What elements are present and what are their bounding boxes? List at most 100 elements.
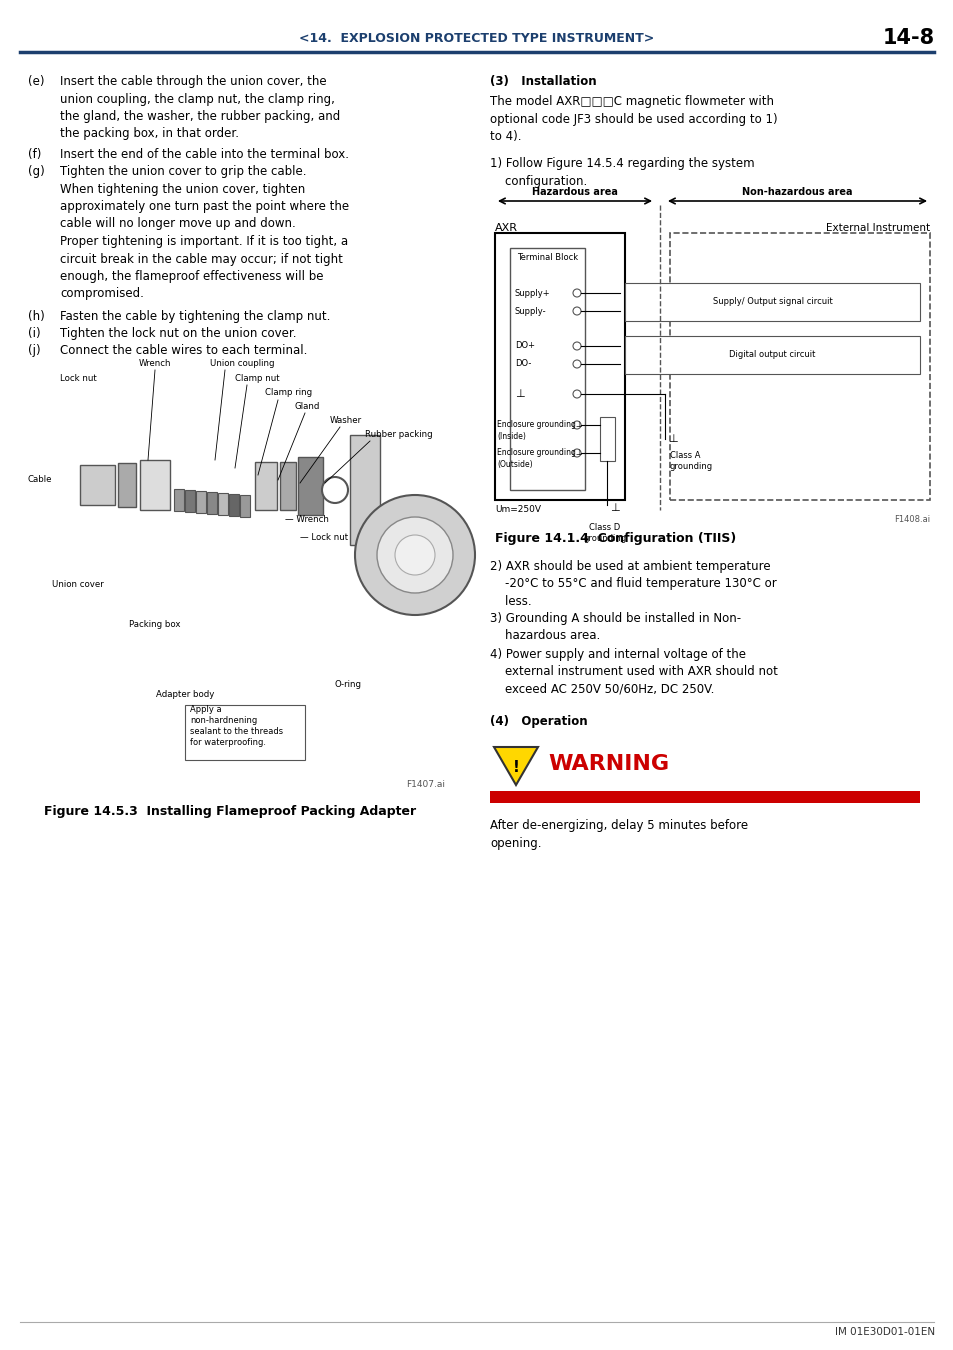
Bar bbox=[118, 463, 136, 508]
Bar bbox=[495, 234, 624, 500]
Text: Washer: Washer bbox=[330, 416, 362, 425]
Text: Packing box: Packing box bbox=[129, 621, 180, 629]
Text: External Instrument: External Instrument bbox=[825, 223, 929, 234]
Text: Gland: Gland bbox=[294, 402, 320, 410]
Text: WARNING: WARNING bbox=[547, 755, 668, 774]
Text: Non-hazardous area: Non-hazardous area bbox=[741, 188, 852, 197]
Text: Supply/ Output signal circuit: Supply/ Output signal circuit bbox=[712, 297, 832, 306]
Text: Lock nut: Lock nut bbox=[60, 374, 96, 383]
Bar bbox=[350, 435, 379, 545]
Text: (e): (e) bbox=[28, 76, 45, 88]
Bar bbox=[624, 284, 919, 321]
Text: 1) Follow Figure 14.5.4 regarding the system
    configuration.: 1) Follow Figure 14.5.4 regarding the sy… bbox=[490, 157, 754, 188]
Text: DO-: DO- bbox=[515, 359, 531, 369]
Text: Digital output circuit: Digital output circuit bbox=[728, 351, 815, 359]
Text: — Wrench: — Wrench bbox=[285, 516, 329, 525]
Text: Class D
grounding: Class D grounding bbox=[583, 522, 626, 543]
Text: Cable: Cable bbox=[28, 475, 52, 485]
Text: (i): (i) bbox=[28, 327, 41, 340]
Bar bbox=[195, 491, 206, 513]
Text: Supply-: Supply- bbox=[515, 306, 546, 316]
Text: 4) Power supply and internal voltage of the
    external instrument used with AX: 4) Power supply and internal voltage of … bbox=[490, 648, 777, 697]
Bar bbox=[218, 493, 228, 514]
Text: — Lock nut: — Lock nut bbox=[299, 533, 348, 543]
Text: Hazardous area: Hazardous area bbox=[532, 188, 618, 197]
Text: Apply a
non-hardnening
sealant to the threads
for waterproofing.: Apply a non-hardnening sealant to the th… bbox=[190, 705, 283, 748]
Text: !: ! bbox=[512, 760, 518, 775]
Text: Clamp nut: Clamp nut bbox=[234, 374, 279, 383]
Text: Insert the end of the cable into the terminal box.: Insert the end of the cable into the ter… bbox=[60, 148, 349, 161]
Text: F1407.ai: F1407.ai bbox=[406, 780, 444, 788]
Circle shape bbox=[573, 450, 580, 458]
Circle shape bbox=[395, 535, 435, 575]
Text: 3) Grounding A should be installed in Non-
    hazardous area.: 3) Grounding A should be installed in No… bbox=[490, 612, 740, 643]
Polygon shape bbox=[494, 747, 537, 784]
Circle shape bbox=[573, 306, 580, 315]
Text: Figure 14.5.3  Installing Flameproof Packing Adapter: Figure 14.5.3 Installing Flameproof Pack… bbox=[44, 805, 416, 818]
Text: <14.  EXPLOSION PROTECTED TYPE INSTRUMENT>: <14. EXPLOSION PROTECTED TYPE INSTRUMENT… bbox=[299, 31, 654, 45]
Text: Union cover: Union cover bbox=[52, 580, 104, 590]
Bar bbox=[185, 490, 194, 512]
Circle shape bbox=[573, 360, 580, 369]
Text: Figure 14.1.4  Configuration (TIIS): Figure 14.1.4 Configuration (TIIS) bbox=[495, 532, 736, 545]
Circle shape bbox=[573, 421, 580, 429]
Bar bbox=[599, 417, 615, 460]
Bar bbox=[140, 460, 170, 510]
Bar bbox=[207, 491, 216, 514]
Text: (h): (h) bbox=[28, 310, 45, 323]
Circle shape bbox=[573, 342, 580, 350]
Text: Tighten the lock nut on the union cover.: Tighten the lock nut on the union cover. bbox=[60, 327, 296, 340]
Text: Fasten the cable by tightening the clamp nut.: Fasten the cable by tightening the clamp… bbox=[60, 310, 330, 323]
Bar bbox=[280, 462, 295, 510]
Circle shape bbox=[573, 289, 580, 297]
Text: F1408.ai: F1408.ai bbox=[893, 514, 929, 524]
Bar bbox=[173, 489, 184, 512]
Circle shape bbox=[355, 495, 475, 616]
Text: ⊥: ⊥ bbox=[667, 433, 677, 444]
Text: ⊥: ⊥ bbox=[515, 389, 524, 400]
Bar bbox=[510, 248, 584, 490]
Bar bbox=[624, 336, 919, 374]
Bar bbox=[669, 234, 929, 500]
Text: 2) AXR should be used at ambient temperature
    -20°C to 55°C and fluid tempera: 2) AXR should be used at ambient tempera… bbox=[490, 560, 776, 608]
Text: (3)   Installation: (3) Installation bbox=[490, 76, 596, 88]
Text: (g): (g) bbox=[28, 165, 45, 178]
Bar bbox=[297, 458, 323, 514]
Text: Insert the cable through the union cover, the
union coupling, the clamp nut, the: Insert the cable through the union cover… bbox=[60, 76, 340, 140]
Text: Tighten the union cover to grip the cable.
When tightening the union cover, tigh: Tighten the union cover to grip the cabl… bbox=[60, 165, 349, 301]
Bar bbox=[229, 494, 239, 516]
Text: After de-energizing, delay 5 minutes before
opening.: After de-energizing, delay 5 minutes bef… bbox=[490, 819, 747, 850]
Text: (f): (f) bbox=[28, 148, 41, 161]
Text: Clamp ring: Clamp ring bbox=[265, 387, 312, 397]
Text: Enclosure grounding⊥: Enclosure grounding⊥ bbox=[497, 448, 582, 458]
Bar bbox=[185, 705, 305, 760]
Text: (Outside): (Outside) bbox=[497, 460, 532, 470]
Text: The model AXR□□□C magnetic flowmeter with
optional code JF3 should be used accor: The model AXR□□□C magnetic flowmeter wit… bbox=[490, 95, 777, 143]
Text: (Inside): (Inside) bbox=[497, 432, 525, 441]
Bar bbox=[240, 495, 250, 517]
Text: DO+: DO+ bbox=[515, 342, 535, 351]
Text: (4)   Operation: (4) Operation bbox=[490, 716, 587, 728]
Text: Wrench: Wrench bbox=[138, 359, 172, 369]
Text: Connect the cable wires to each terminal.: Connect the cable wires to each terminal… bbox=[60, 344, 307, 356]
Circle shape bbox=[376, 517, 453, 593]
Text: (j): (j) bbox=[28, 344, 41, 356]
Text: Rubber packing: Rubber packing bbox=[365, 431, 432, 439]
Text: Union coupling: Union coupling bbox=[210, 359, 274, 369]
Text: Um=250V: Um=250V bbox=[495, 505, 540, 514]
Circle shape bbox=[573, 390, 580, 398]
Text: Terminal Block: Terminal Block bbox=[517, 252, 578, 262]
Text: 14-8: 14-8 bbox=[882, 28, 934, 49]
Circle shape bbox=[322, 477, 348, 504]
Text: AXR: AXR bbox=[495, 223, 517, 234]
Text: O-ring: O-ring bbox=[335, 680, 361, 690]
Text: Class A
grounding: Class A grounding bbox=[669, 451, 713, 471]
Text: IM 01E30D01-01EN: IM 01E30D01-01EN bbox=[834, 1327, 934, 1336]
Bar bbox=[80, 464, 115, 505]
Bar bbox=[254, 462, 276, 510]
Text: Adapter body: Adapter body bbox=[155, 690, 214, 699]
Bar bbox=[490, 791, 919, 803]
Text: Supply+: Supply+ bbox=[515, 289, 550, 297]
Text: ⊥: ⊥ bbox=[609, 504, 619, 513]
Text: Enclosure grounding⊥: Enclosure grounding⊥ bbox=[497, 420, 582, 429]
